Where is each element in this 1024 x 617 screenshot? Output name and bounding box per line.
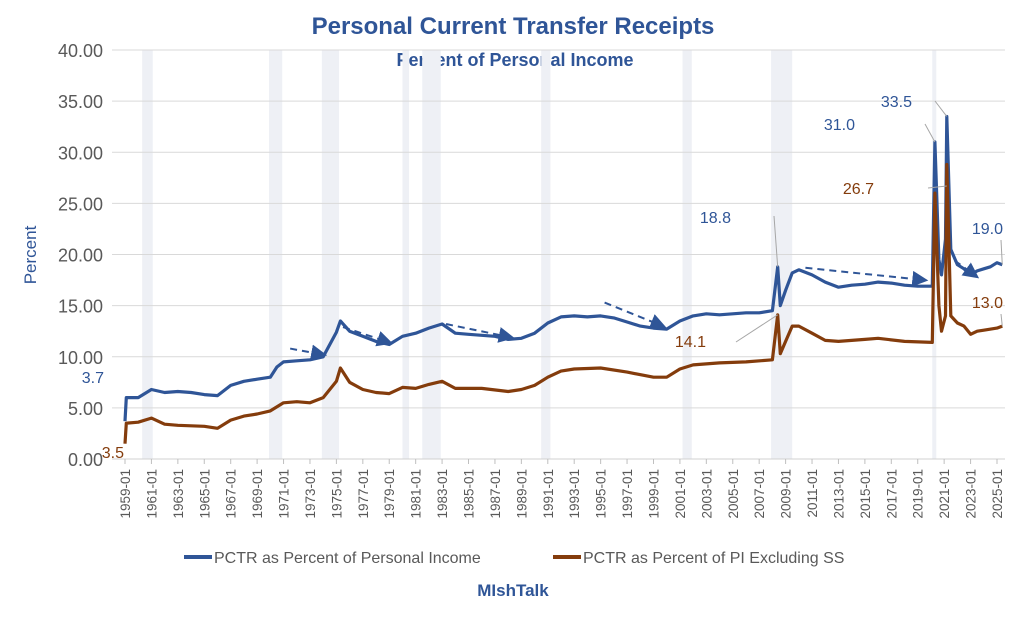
annotation-label: 14.1: [675, 334, 706, 351]
annotation-label: 33.5: [881, 94, 912, 111]
chart-title: Personal Current Transfer Receipts: [312, 13, 715, 40]
x-tick-label: 1967-01: [224, 469, 239, 519]
trend-arrow: [954, 259, 980, 279]
x-tick-label: 1991-01: [541, 469, 556, 519]
x-tick-label: 1965-01: [197, 469, 212, 519]
annotation-leader-line: [924, 123, 936, 143]
annotation-leader-line: [1000, 239, 1003, 265]
x-tick-label: 1997-01: [620, 469, 635, 519]
x-tick-label: 2023-01: [964, 469, 979, 519]
x-tick-label: 1983-01: [435, 469, 450, 519]
x-tick-label: 2003-01: [699, 469, 714, 519]
x-tick-label: 1975-01: [329, 469, 344, 519]
annotation-leader-line: [1000, 313, 1003, 327]
trend-arrow: [805, 266, 929, 287]
x-tick-label: 1989-01: [514, 469, 529, 519]
annotation-leader-line: [934, 100, 948, 117]
trend-arrow: [604, 301, 667, 329]
annotation-label: 3.7: [82, 370, 104, 387]
x-tick-label: 1981-01: [409, 469, 424, 519]
annotation-label: 13.0: [972, 295, 1003, 312]
x-tick-label: 1959-01: [118, 469, 133, 519]
x-tick-label: 2009-01: [779, 469, 794, 519]
y-tick-label: 35.00: [58, 92, 103, 112]
y-tick-label: 15.00: [58, 297, 103, 317]
legend-label-series-1: PCTR as Percent of Personal Income: [214, 550, 481, 567]
x-tick-label: 1979-01: [382, 469, 397, 519]
x-tick-label: 1995-01: [594, 469, 609, 519]
y-axis-label: Percent: [21, 225, 40, 284]
trend-arrow: [289, 344, 328, 361]
y-tick-label: 5.00: [68, 399, 103, 419]
trend-arrow: [342, 326, 394, 347]
x-tick-label: 2019-01: [911, 469, 926, 519]
legend-label-series-2: PCTR as Percent of PI Excluding SS: [583, 550, 844, 567]
x-tick-label: 1977-01: [356, 469, 371, 519]
chart-subtitle: Percent of Personal Income: [396, 50, 633, 70]
annotation-label: 31.0: [824, 117, 855, 134]
x-tick-label: 1961-01: [144, 469, 159, 519]
x-tick-label: 2013-01: [831, 469, 846, 519]
annotation-label: 26.7: [843, 181, 874, 198]
x-tick-label: 2025-01: [990, 469, 1005, 519]
x-tick-label: 1999-01: [646, 469, 661, 519]
x-tick-label: 2015-01: [858, 469, 873, 519]
x-tick-label: 2011-01: [805, 469, 820, 518]
x-tick-label: 1985-01: [462, 469, 477, 519]
x-tick-label: 1969-01: [250, 469, 265, 519]
series-line-2: [123, 162, 1003, 444]
x-tick-label: 1993-01: [567, 469, 582, 519]
y-tick-label: 30.00: [58, 143, 103, 163]
x-tick-label: 2001-01: [673, 469, 688, 519]
annotation-leader-line: [735, 314, 778, 343]
annotation-label: 18.8: [700, 210, 731, 227]
x-tick-label: 2017-01: [884, 469, 899, 519]
annotation-label: 19.0: [972, 221, 1003, 238]
legend: PCTR as Percent of Personal Income PCTR …: [184, 550, 844, 567]
annotation-leader-line: [773, 215, 779, 267]
y-tick-label: 0.00: [68, 450, 103, 470]
x-tick-label: 1971-01: [277, 469, 292, 519]
footer-brand: MIshTalk: [477, 581, 549, 600]
y-tick-label: 10.00: [58, 348, 103, 368]
annotation-label: 3.5: [102, 445, 124, 462]
annotation-leader-line: [927, 185, 947, 189]
x-tick-label: 2005-01: [726, 469, 741, 519]
x-tick-label: 1973-01: [303, 469, 318, 519]
series-line-1: [123, 114, 1003, 422]
y-tick-label: 40.00: [58, 41, 103, 61]
x-tick-label: 2021-01: [937, 469, 952, 519]
x-tick-label: 2007-01: [752, 469, 767, 519]
y-tick-label: 20.00: [58, 246, 103, 266]
x-tick-label: 1987-01: [488, 469, 503, 519]
x-tick-label: 1963-01: [171, 469, 186, 519]
y-tick-label: 25.00: [58, 194, 103, 214]
